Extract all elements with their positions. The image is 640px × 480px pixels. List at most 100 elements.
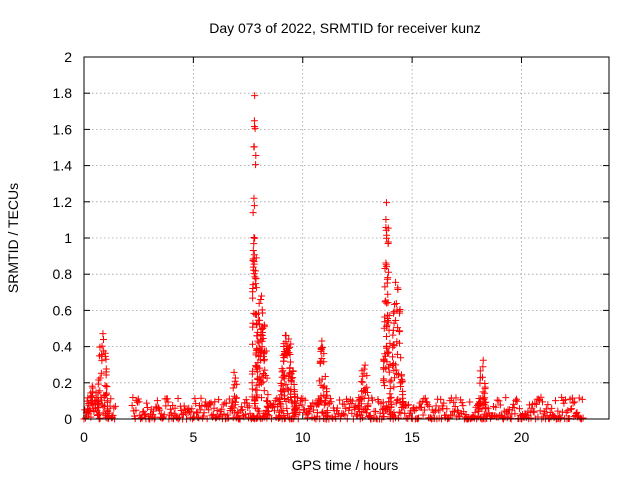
data-point: [282, 380, 290, 388]
data-point: [397, 372, 405, 380]
data-point: [187, 408, 195, 416]
data-point: [474, 406, 482, 414]
data-point: [249, 246, 257, 254]
data-point: [528, 404, 536, 412]
data-point: [462, 410, 470, 418]
data-point: [253, 405, 261, 413]
data-point: [394, 284, 402, 292]
data-point: [100, 347, 108, 355]
data-point: [250, 233, 258, 241]
data-point: [385, 368, 393, 376]
data-point: [264, 397, 272, 405]
data-point: [257, 296, 265, 304]
data-point: [253, 391, 261, 399]
data-point: [390, 383, 398, 391]
data-point: [384, 315, 392, 323]
data-point: [281, 414, 289, 422]
data-point: [238, 403, 246, 411]
x-axis-label: GPS time / hours: [292, 457, 399, 473]
data-point: [241, 410, 249, 418]
data-point: [555, 412, 563, 420]
y-tick-label: 2: [64, 49, 72, 65]
data-point: [369, 396, 377, 404]
data-point: [285, 372, 293, 380]
data-point: [397, 354, 405, 362]
y-tick-label: 0.6: [53, 302, 73, 318]
data-point: [280, 357, 288, 365]
data-point: [384, 238, 392, 246]
x-tick-label: 10: [295, 429, 311, 445]
data-point: [251, 92, 259, 100]
data-point: [571, 398, 579, 406]
data-point: [393, 306, 401, 314]
data-point: [143, 399, 151, 407]
y-tick-label: 1.2: [53, 194, 73, 210]
data-point: [256, 364, 264, 372]
data-point: [278, 368, 286, 376]
data-point: [252, 161, 260, 169]
data-point: [396, 306, 404, 314]
data-point: [264, 407, 272, 415]
data-point: [89, 388, 97, 396]
data-point: [104, 407, 112, 415]
data-point: [103, 398, 111, 406]
data-point: [450, 398, 458, 406]
data-point: [393, 370, 401, 378]
data-point: [275, 414, 283, 422]
data-point: [249, 294, 257, 302]
data-point: [579, 414, 587, 422]
data-point: [129, 393, 137, 401]
data-point: [250, 240, 258, 248]
data-point: [279, 373, 287, 381]
data-point: [277, 387, 285, 395]
data-point: [492, 403, 500, 411]
data-point: [250, 251, 258, 259]
data-point: [205, 406, 213, 414]
y-tick-labels: 0 0.2 0.4 0.6 0.8 1 1.2 1.4 1.6 1.8 2: [53, 49, 73, 427]
data-point: [387, 376, 395, 384]
data-point: [163, 395, 171, 403]
data-point: [529, 407, 537, 415]
data-point: [191, 395, 199, 403]
data-point: [287, 340, 295, 348]
data-point: [384, 224, 392, 232]
data-point: [390, 319, 398, 327]
data-point: [249, 209, 257, 217]
data-point: [244, 404, 252, 412]
data-point: [443, 405, 451, 413]
data-point: [83, 408, 91, 416]
data-point: [250, 260, 258, 268]
data-point: [320, 382, 328, 390]
data-point: [278, 387, 286, 395]
data-point: [224, 411, 232, 419]
data-point: [135, 398, 143, 406]
data-point: [153, 397, 161, 405]
data-point: [432, 402, 440, 410]
data-point: [474, 412, 482, 420]
data-point: [255, 339, 263, 347]
data-point: [436, 406, 444, 414]
data-point: [254, 368, 262, 376]
data-point: [200, 409, 208, 417]
data-point: [253, 345, 261, 353]
data-point: [316, 397, 324, 405]
data-point: [548, 404, 556, 412]
data-point: [445, 414, 453, 422]
data-point: [363, 389, 371, 397]
data-point: [393, 397, 401, 405]
data-point: [523, 412, 531, 420]
data-point: [202, 398, 210, 406]
data-point: [536, 407, 544, 415]
data-point: [542, 405, 550, 413]
data-point: [233, 380, 241, 388]
data-point: [384, 268, 392, 276]
data-point: [389, 361, 397, 369]
data-point: [231, 377, 239, 385]
data-point: [513, 397, 521, 405]
data-point: [284, 386, 292, 394]
data-point: [250, 414, 258, 422]
data-point: [171, 404, 179, 412]
data-point: [562, 408, 570, 416]
data-point: [502, 394, 510, 402]
